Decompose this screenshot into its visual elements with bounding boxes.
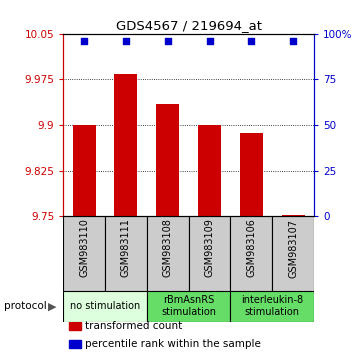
Point xyxy=(123,38,129,44)
Bar xyxy=(69,322,81,331)
Point xyxy=(248,38,254,44)
Bar xyxy=(188,216,230,291)
Text: GSM983108: GSM983108 xyxy=(163,218,173,278)
Point xyxy=(290,38,296,44)
Bar xyxy=(240,133,263,216)
Bar xyxy=(147,216,188,291)
Text: protocol: protocol xyxy=(4,301,46,311)
Bar xyxy=(105,216,147,291)
Bar xyxy=(198,125,221,216)
Text: percentile rank within the sample: percentile rank within the sample xyxy=(84,339,260,349)
Bar xyxy=(282,215,305,216)
Bar xyxy=(73,125,96,216)
Text: rBmAsnRS
stimulation: rBmAsnRS stimulation xyxy=(161,296,216,317)
Text: GSM983107: GSM983107 xyxy=(288,218,298,278)
Text: GSM983110: GSM983110 xyxy=(79,218,89,278)
Text: GSM983111: GSM983111 xyxy=(121,218,131,278)
Text: GSM983106: GSM983106 xyxy=(246,218,256,278)
Text: GSM983109: GSM983109 xyxy=(205,218,214,278)
Text: transformed count: transformed count xyxy=(84,321,182,331)
Bar xyxy=(69,339,81,348)
Bar xyxy=(230,216,272,291)
Text: ▶: ▶ xyxy=(48,301,57,311)
Bar xyxy=(114,74,138,216)
Bar xyxy=(63,216,105,291)
Text: no stimulation: no stimulation xyxy=(70,301,140,311)
Point xyxy=(81,38,87,44)
Bar xyxy=(63,291,147,322)
Point xyxy=(206,38,212,44)
Title: GDS4567 / 219694_at: GDS4567 / 219694_at xyxy=(116,19,262,33)
Bar xyxy=(230,291,314,322)
Bar xyxy=(156,104,179,216)
Point xyxy=(165,38,171,44)
Bar xyxy=(147,291,230,322)
Bar xyxy=(272,216,314,291)
Text: interleukin-8
stimulation: interleukin-8 stimulation xyxy=(241,296,303,317)
